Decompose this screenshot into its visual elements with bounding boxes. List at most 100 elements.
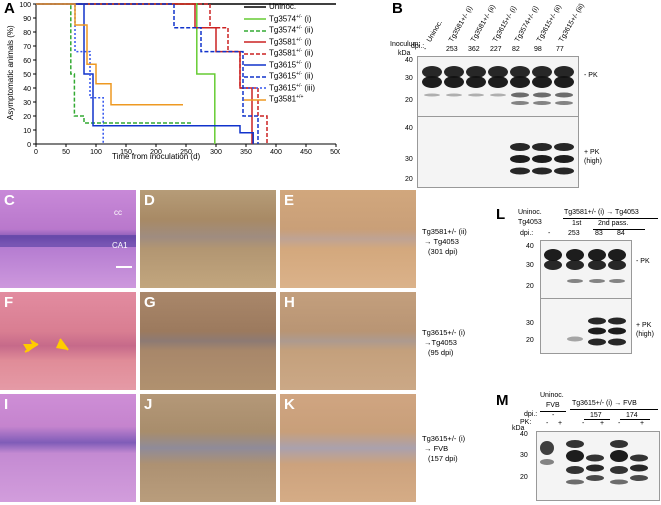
blot-band (589, 279, 605, 283)
label-high-b: (high) (584, 158, 602, 165)
x-tick-label: 100 (90, 149, 102, 156)
blot-band (540, 459, 554, 465)
blot-band (608, 317, 626, 325)
blot-band (630, 454, 648, 462)
x-tick-label: 350 (240, 149, 252, 156)
panel-label-k: K (284, 396, 295, 413)
blot-band (510, 66, 530, 78)
blot-band (588, 338, 606, 346)
blot-band (567, 279, 583, 283)
blot-band (566, 440, 584, 448)
blot-band (608, 260, 626, 270)
marker-b-bot-30: 30 (405, 156, 413, 163)
blot-band (555, 92, 573, 98)
legend-label: Tg3581 (269, 37, 297, 47)
legend-suffix: (ii) (302, 25, 314, 35)
blot-band (532, 66, 552, 78)
blot-band (566, 260, 584, 270)
l-label-high: (high) (636, 331, 654, 338)
blot-band (424, 93, 440, 97)
legend-sup: +/+ (296, 94, 304, 100)
x-tick-label: 450 (300, 149, 312, 156)
legend-swatch (244, 41, 266, 43)
series-line (36, 3, 192, 124)
panel-label-m: M (496, 392, 509, 409)
blot-band (511, 92, 529, 98)
caption-row1-line3: (301 dpi) (428, 247, 458, 256)
l-dpi-1: 253 (568, 230, 580, 237)
legend-entry: Tg3574+/- (i) (244, 14, 311, 25)
kda-label-b: kDa (398, 50, 411, 57)
l-header: Tg3581+/- (i) → Tg4053 (564, 209, 639, 216)
blot-band (466, 66, 486, 78)
histology-he-c (0, 190, 136, 288)
legend-swatch (244, 75, 266, 78)
series-line (36, 3, 253, 144)
x-tick-label: 200 (150, 149, 162, 156)
legend-entry: Tg3581+/- (i) (244, 37, 311, 48)
m-header-line (570, 409, 658, 410)
legend-suffix: (i) (302, 37, 312, 47)
panel-label-e: E (284, 192, 295, 209)
y-tick-label: 70 (23, 44, 31, 51)
legend-sup: +/- (296, 36, 303, 43)
l-dpi-3: 84 (617, 230, 625, 237)
lane-dpi-b: 77 (556, 46, 564, 53)
blot-band (422, 76, 442, 88)
histology-ihc-h (280, 292, 416, 390)
panel-label-h: H (284, 294, 295, 311)
series-line (36, 3, 268, 144)
pk-sign: - (618, 420, 621, 427)
lane-dpi-b: 227 (490, 46, 502, 53)
legend-entry: Tg3615+/- (iii) (244, 83, 315, 94)
label-cc: cc (114, 208, 122, 217)
legend-sup: +/- (296, 48, 303, 54)
legend-entry: Tg3581+/- (ii) (244, 48, 313, 59)
pk-sign: - (582, 420, 585, 427)
marker-b-bot-40: 40 (405, 125, 413, 132)
blot-band (555, 101, 573, 105)
panel-label-l: L (496, 206, 506, 223)
caption-row1-line1: Tg3581+/- (ii) (422, 227, 467, 236)
blot-band (608, 249, 626, 261)
blot-band (466, 76, 486, 88)
x-tick-label: 500 (330, 149, 340, 156)
m-header: Tg3615+/- (i) → FVB (572, 400, 637, 407)
caption-row2-line1: Tg3615+/- (i) (422, 328, 466, 337)
histology-he-i (0, 394, 136, 502)
blot-band (554, 66, 574, 78)
blot-band (630, 475, 648, 481)
y-tick-label: 40 (23, 86, 31, 93)
m-marker-40: 40 (520, 431, 528, 438)
blot-band (444, 76, 464, 88)
m-dpi-1: 157 (590, 412, 602, 419)
panel-label-b: B (392, 0, 403, 17)
blot-band (566, 466, 584, 474)
blot-band (510, 76, 530, 88)
blot-band (586, 475, 604, 481)
marker-b-top-40: 40 (405, 57, 413, 64)
blot-band (540, 441, 554, 455)
series-line (36, 3, 254, 144)
m-174-line (620, 419, 650, 420)
series-line (36, 3, 259, 144)
blot-band (510, 143, 530, 151)
caption-row2-line3: (95 dpi) (428, 348, 454, 357)
legend-swatch (244, 87, 266, 89)
scale-bar (116, 266, 132, 268)
histology-ihc-j (140, 394, 276, 502)
blot-band (488, 66, 508, 78)
histology-ihc-k (280, 394, 416, 502)
l-second: 2nd pass. (598, 220, 629, 227)
blot-band (554, 143, 574, 151)
m-dpi-0: - (552, 412, 555, 419)
legend-suffix: (i) (302, 60, 312, 70)
blot-b-plus-pk (417, 116, 579, 188)
m-marker-30: 30 (520, 452, 528, 459)
blot-band (532, 155, 552, 163)
blot-band (554, 167, 574, 175)
caption-row1-line2: → Tg4053 (424, 237, 459, 246)
caption-row3-line1: Tg3615+/- (i) (422, 434, 466, 443)
legend-suffix: (ii) (302, 71, 314, 81)
legend-label: Tg3615 (269, 83, 297, 93)
